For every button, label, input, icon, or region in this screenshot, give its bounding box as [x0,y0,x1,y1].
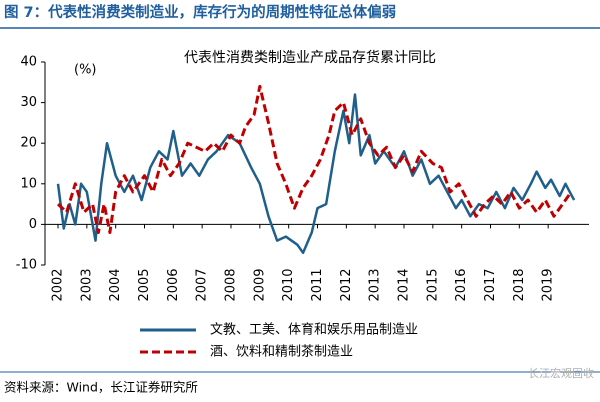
x-tick-label: 2016 [454,268,469,301]
figure-title: 图 7：代表性消费类制造业，库存行为的周期性特征总体偏弱 [4,3,396,21]
chart-title: 代表性消费类制造业产成品存货累计同比 [184,49,436,66]
x-tick-label: 2019 [541,268,556,301]
x-tick-label: 2014 [397,268,412,301]
x-tick-label: 2007 [195,268,210,301]
x-tick-label: 2002 [51,268,66,301]
x-tick-label: 2009 [252,268,267,301]
y-tick-label: 10 [20,176,37,191]
x-tick-label: 2010 [281,268,296,301]
x-tick-label: 2003 [79,268,94,301]
x-tick-label: 2005 [137,268,152,301]
y-tick-label: 30 [20,95,37,110]
legend-label: 文教、工美、体育和娱乐用品制造业 [210,322,418,338]
x-tick-label: 2011 [310,268,325,301]
x-tick-label: 2006 [166,268,181,301]
x-tick-label: 2004 [108,268,123,301]
x-tick-label: 2013 [368,268,383,301]
y-tick-label: 0 [29,217,37,232]
x-tick-label: 2018 [512,268,527,301]
y-unit: (%) [74,63,97,78]
x-tick-label: 2017 [483,268,498,301]
y-tick-label: 40 [20,55,37,70]
series-line [56,93,576,255]
x-tick-label: 2012 [339,268,354,301]
x-tick-label: 2015 [425,268,440,301]
x-tick-label: 2008 [224,268,239,301]
source: 资料来源：Wind，长江证券研究所 [4,380,198,395]
watermark: 长江宏观固收 [528,366,594,380]
y-tick-label: 20 [20,136,37,151]
series-line [56,84,573,235]
legend-label: 酒、饮料和精制茶制造业 [210,344,353,360]
y-tick-label: -10 [16,258,37,273]
